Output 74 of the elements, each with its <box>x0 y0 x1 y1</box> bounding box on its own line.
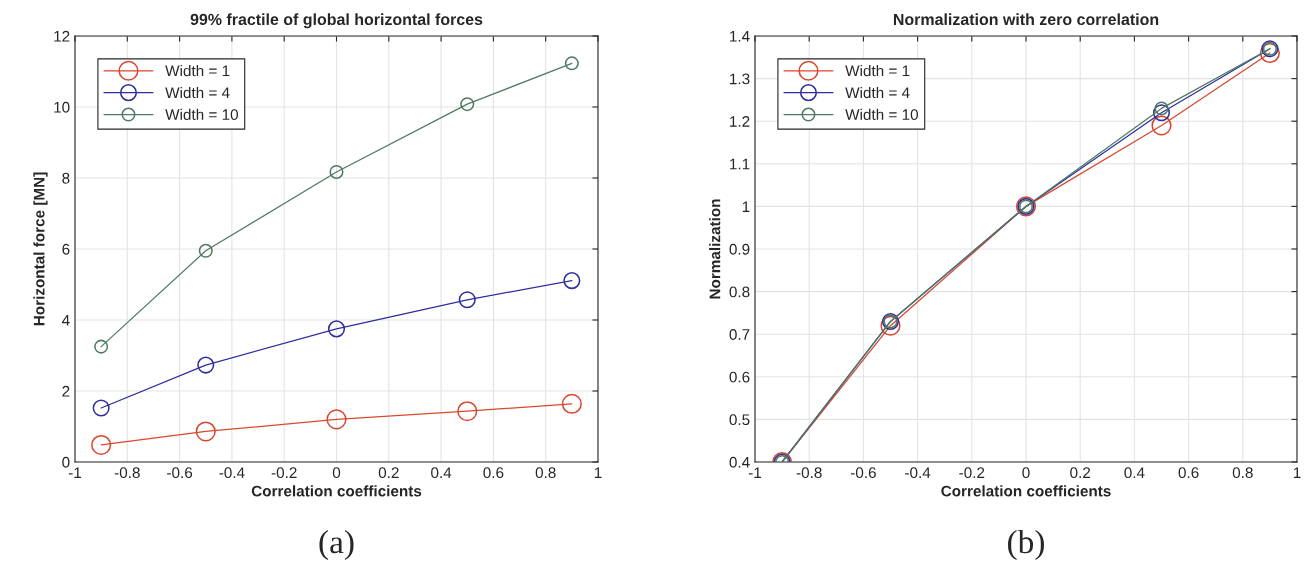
point <box>1259 42 1280 64</box>
x-tick-label: 1 <box>594 467 602 478</box>
y-tick-label: 10 <box>54 101 70 113</box>
x-axis-title: Correlation coefficients <box>941 485 1111 497</box>
y-tick-label: 8 <box>62 172 70 184</box>
point <box>1151 115 1172 136</box>
y-tick-label: 12 <box>54 30 70 42</box>
y-tick-label: 0.6 <box>729 371 750 383</box>
point <box>561 393 582 414</box>
y-axis-title: Horizontal force [MN] <box>33 172 48 326</box>
x-tick-label: -0.2 <box>959 467 985 479</box>
point <box>326 409 347 430</box>
chart-title: Normalization with zero correlation <box>893 13 1159 26</box>
point <box>195 421 216 442</box>
point <box>92 399 110 417</box>
x-tick-label: 0.2 <box>378 467 399 479</box>
x-tick-label: 0.8 <box>1232 467 1253 479</box>
y-tick-label: 0.7 <box>729 329 750 340</box>
point <box>458 291 476 309</box>
legend-label: Width = 4 <box>165 86 230 99</box>
point <box>563 272 581 290</box>
point <box>327 320 346 338</box>
x-tick-label: 1 <box>1293 467 1301 478</box>
y-tick-label: 1.3 <box>730 73 750 85</box>
x-tick-label: 0.6 <box>483 467 504 479</box>
x-tick-label: 0.4 <box>1124 467 1145 479</box>
legend-label: Width = 10 <box>165 108 238 121</box>
point <box>1152 104 1171 122</box>
y-tick-label: 6 <box>62 243 70 255</box>
x-tick-label: -1 <box>68 467 82 478</box>
legend-label: Width = 4 <box>845 86 910 99</box>
x-tick-label: -0.4 <box>219 467 245 479</box>
x-tick-label: -0.6 <box>850 467 876 479</box>
chart-title: 99% fractile of global horizontal forces <box>190 13 483 29</box>
point <box>564 56 579 71</box>
y-tick-label: 1 <box>742 201 750 212</box>
point <box>198 243 213 258</box>
x-tick-label: -0.8 <box>114 467 140 479</box>
y-tick-label: 0 <box>62 456 70 468</box>
legend-label: Width = 1 <box>165 65 230 77</box>
x-tick-label: 0.6 <box>1178 467 1199 479</box>
x-tick-label: -0.8 <box>796 467 822 479</box>
point <box>880 315 901 336</box>
y-tick-label: 1.4 <box>730 31 750 42</box>
x-tick-label: 0 <box>332 467 341 479</box>
point <box>457 401 478 422</box>
y-tick-label: 0.9 <box>729 243 750 255</box>
y-tick-label: 1.2 <box>730 116 750 127</box>
text: (a) <box>319 529 354 561</box>
x-tick-label: 0.4 <box>431 467 452 479</box>
x-tick-label: -0.6 <box>167 467 193 479</box>
y-tick-label: 0.4 <box>729 456 750 468</box>
y-axis-title: Normalization <box>709 199 721 299</box>
x-tick-label: -0.4 <box>905 467 931 479</box>
y-tick-label: 1.1 <box>730 158 750 170</box>
point <box>91 434 112 456</box>
point <box>460 97 475 112</box>
x-tick-label: -0.2 <box>271 467 297 479</box>
x-tick-label: 0 <box>1022 467 1030 479</box>
legend-label: Width = 1 <box>845 65 910 77</box>
x-tick-label: -1 <box>748 467 762 478</box>
x-tick-label: 0.8 <box>535 467 556 479</box>
x-tick-label: 0.2 <box>1070 467 1091 479</box>
y-tick-label: 0.8 <box>729 286 750 298</box>
y-tick-label: 4 <box>61 315 70 326</box>
legend-label: Width = 10 <box>845 108 918 121</box>
point <box>94 339 109 354</box>
y-tick-label: 2 <box>62 385 70 397</box>
point <box>197 356 215 374</box>
point <box>1154 101 1169 116</box>
x-axis-title: Correlation coefficients <box>251 485 422 497</box>
text: (b) <box>1008 529 1044 561</box>
y-tick-label: 0.5 <box>729 414 750 426</box>
point <box>329 164 344 179</box>
